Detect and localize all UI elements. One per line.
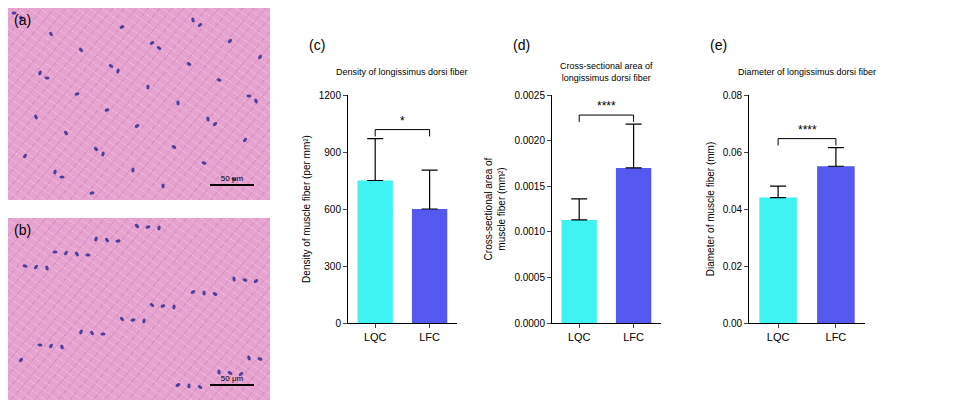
svg-text:Cross-sectional area ofmuscle: Cross-sectional area ofmuscle fiber (mm²… bbox=[483, 157, 507, 260]
svg-text:0.0015: 0.0015 bbox=[514, 181, 545, 192]
svg-text:Diameter of longissimus dorsi: Diameter of longissimus dorsi fiber bbox=[738, 67, 876, 77]
svg-text:0.0020: 0.0020 bbox=[514, 135, 545, 146]
svg-text:*: * bbox=[400, 114, 405, 128]
svg-text:300: 300 bbox=[324, 261, 341, 272]
html-text:(a): (a) bbox=[14, 12, 32, 28]
html-text:(b): (b) bbox=[14, 222, 32, 238]
svg-text:LQC: LQC bbox=[364, 331, 387, 343]
svg-text:0.04: 0.04 bbox=[723, 204, 743, 215]
svg-text:LFC: LFC bbox=[623, 331, 644, 343]
svg-text:Density of muscle fiber (per m: Density of muscle fiber (per mm²) bbox=[301, 135, 312, 283]
svg-text:0.06: 0.06 bbox=[723, 147, 743, 158]
svg-text:Cross-sectional area oflongiss: Cross-sectional area oflongissimus dorsi… bbox=[560, 61, 653, 83]
html-text:50 μm: 50 μm bbox=[220, 374, 244, 383]
svg-text:0: 0 bbox=[335, 318, 341, 329]
html-text:50 μm: 50 μm bbox=[220, 174, 244, 183]
svg-text:600: 600 bbox=[324, 204, 341, 215]
svg-text:0.0025: 0.0025 bbox=[514, 90, 545, 101]
svg-text:****: **** bbox=[597, 99, 616, 113]
svg-text:LFC: LFC bbox=[826, 331, 847, 343]
svg-text:(d): (d) bbox=[513, 37, 530, 53]
svg-text:0.08: 0.08 bbox=[723, 90, 743, 101]
svg-text:(e): (e) bbox=[710, 37, 727, 53]
svg-text:Density of longissimus dorsi f: Density of longissimus dorsi fiber bbox=[336, 67, 468, 77]
svg-text:1200: 1200 bbox=[319, 90, 342, 101]
svg-text:Diameter of muscle fiber (mm): Diameter of muscle fiber (mm) bbox=[705, 142, 716, 276]
svg-text:0.0010: 0.0010 bbox=[514, 226, 545, 237]
svg-text:0.00: 0.00 bbox=[723, 318, 743, 329]
svg-text:(c): (c) bbox=[309, 37, 325, 53]
svg-text:0.0000: 0.0000 bbox=[514, 318, 545, 329]
svg-text:0.0005: 0.0005 bbox=[514, 272, 545, 283]
svg-text:LQC: LQC bbox=[767, 331, 790, 343]
svg-text:900: 900 bbox=[324, 147, 341, 158]
svg-text:LQC: LQC bbox=[568, 331, 591, 343]
svg-text:****: **** bbox=[798, 123, 817, 137]
svg-text:0.02: 0.02 bbox=[723, 261, 743, 272]
svg-text:LFC: LFC bbox=[419, 331, 440, 343]
